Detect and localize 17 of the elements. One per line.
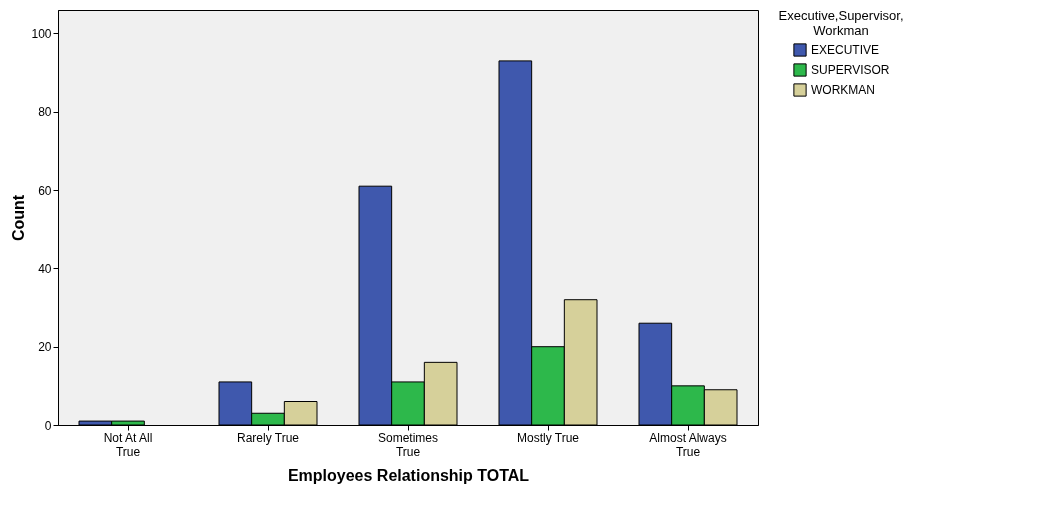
y-tick-label: 80 [38,105,52,120]
y-tick-label: 60 [38,183,52,198]
y-axis-title: Count [10,194,28,242]
legend-label: SUPERVISOR [811,63,890,77]
legend-label: EXECUTIVE [811,43,880,57]
x-tick-label: Almost Always True [649,430,727,459]
x-tick-label: Mostly True [516,430,580,445]
x-tick-label: Rarely True [236,430,300,445]
y-tick-label: 40 [38,261,52,276]
y-tick-label: 0 [44,418,52,433]
legend-title: Executive,Supervisor, Workman [778,8,904,38]
x-tick-label: Not At All True [103,430,153,459]
x-axis-title: Employees Relationship TOTAL [287,466,530,484]
x-tick-label: Sometimes True [377,430,439,459]
y-tick-label: 20 [38,340,52,355]
y-tick-label: 100 [31,26,52,41]
legend-label: WORKMAN [811,83,875,97]
